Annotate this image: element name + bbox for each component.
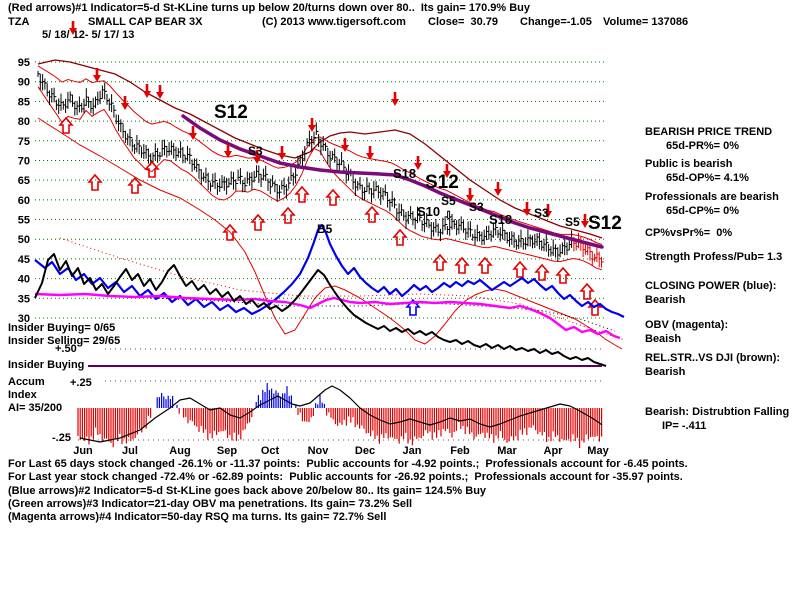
svg-text:35: 35: [18, 293, 30, 305]
closing-power-header: CLOSING POWER (blue):: [645, 280, 777, 292]
indicator-1-legend: (Red arrows)#1 Indicator=5-d St-KLine tu…: [8, 2, 531, 14]
svg-text:S5: S5: [441, 194, 456, 208]
close-value: Close= 30.79: [428, 16, 499, 28]
pr-percent-value: 65d-PR%= 0%: [666, 140, 740, 152]
distribution-status: Bearish: Distrubtion Falling: [645, 406, 790, 418]
svg-text:Aug: Aug: [169, 445, 190, 457]
plus-25-label: +.25: [70, 377, 92, 389]
svg-text:95: 95: [18, 57, 30, 69]
change-value: Change=-1.05: [520, 16, 592, 28]
svg-text:Mar: Mar: [497, 445, 517, 457]
date-range: 5/ 18/ 12- 5/ 17/ 13: [42, 29, 135, 41]
svg-text:S12: S12: [214, 102, 248, 123]
stats-year: For Last year stock changed -72.4% or -6…: [8, 471, 683, 483]
indicator-4-legend: (Magenta arrows)#4 Indicator=50-day RSQ …: [8, 511, 387, 523]
svg-text:Oct: Oct: [261, 445, 280, 457]
svg-text:Jul: Jul: [122, 445, 138, 457]
svg-text:40: 40: [18, 274, 30, 286]
public-bearish-label: Public is bearish: [645, 158, 733, 170]
svg-text:S12: S12: [425, 172, 459, 193]
svg-text:⇩: ⇩: [444, 210, 453, 222]
svg-text:85: 85: [18, 96, 30, 108]
svg-text:May: May: [587, 445, 609, 457]
bearish-price-trend-header: BEARISH PRICE TREND: [645, 126, 773, 138]
svg-text:Apr: Apr: [544, 445, 564, 457]
ai-ratio-label: AI= 35/200: [8, 402, 63, 414]
svg-text:45: 45: [18, 254, 30, 266]
professionals-bearish-label: Professionals are bearish: [645, 191, 779, 203]
svg-text:S12: S12: [588, 213, 622, 234]
rel-str-status: Bearish: [645, 366, 686, 378]
ip-value: IP= -.411: [662, 420, 707, 432]
svg-text:55: 55: [18, 215, 30, 227]
index-label: Index: [8, 389, 37, 401]
svg-text:S3: S3: [248, 144, 263, 158]
svg-text:Sep: Sep: [217, 445, 237, 457]
op-percent-value: 65d-OP%= 4.1%: [666, 172, 749, 184]
svg-text:S18: S18: [489, 212, 512, 227]
cp-percent-value: 65d-CP%= 0%: [666, 205, 740, 217]
copyright-label: (C) 2013 www.tigersoft.com: [262, 16, 406, 28]
svg-text:S3: S3: [469, 200, 484, 214]
svg-text:S10: S10: [417, 204, 440, 219]
svg-text:S3: S3: [534, 206, 549, 220]
ticker-symbol: TZA: [8, 16, 30, 28]
svg-text:Jun: Jun: [73, 445, 93, 457]
minus-25-label: -.25: [52, 432, 71, 444]
indicator-3-legend: (Green arrows)#3 Indicator=21-day OBV ma…: [8, 498, 413, 510]
svg-text:Jan: Jan: [403, 445, 422, 457]
svg-text:Nov: Nov: [308, 445, 330, 457]
cp-vs-pr-value: CP%vsPr%= 0%: [645, 227, 733, 239]
strength-ratio-value: Strength Profess/Pub= 1.3: [645, 251, 783, 263]
insider-selling-count: Insider Selling= 29/65: [8, 335, 121, 347]
security-title: SMALL CAP BEAR 3X: [88, 16, 203, 28]
insider-buying-count: Insider Buying= 0/65: [8, 322, 116, 334]
obv-status: Beaish: [645, 333, 682, 345]
closing-power-status: Bearish: [645, 294, 686, 306]
indicator-2-legend: (Blue arrows)#2 Indicator=5-d St-KLine g…: [8, 485, 487, 497]
obv-header: OBV (magenta):: [645, 319, 729, 331]
svg-text:Dec: Dec: [355, 445, 375, 457]
svg-text:30: 30: [18, 313, 30, 325]
volume-value: Volume= 137086: [603, 16, 689, 28]
plus-50-label: +.50: [55, 343, 77, 355]
stats-65-days: For Last 65 days stock changed -26.1% or…: [8, 458, 688, 470]
svg-text:75: 75: [18, 136, 30, 148]
svg-text:70: 70: [18, 155, 30, 167]
svg-text:B5: B5: [317, 222, 333, 236]
svg-text:65: 65: [18, 175, 30, 187]
svg-text:S18: S18: [393, 166, 416, 181]
svg-text:Feb: Feb: [450, 445, 470, 457]
svg-text:S5: S5: [565, 215, 580, 229]
svg-text:80: 80: [18, 116, 30, 128]
svg-text:90: 90: [18, 77, 30, 89]
accum-label: Accum: [8, 376, 45, 388]
insider-buying-line-label: Insider Buying: [8, 359, 85, 371]
svg-text:50: 50: [18, 234, 30, 246]
rel-str-header: REL.STR..VS DJI (brown):: [645, 352, 781, 364]
svg-text:60: 60: [18, 195, 30, 207]
